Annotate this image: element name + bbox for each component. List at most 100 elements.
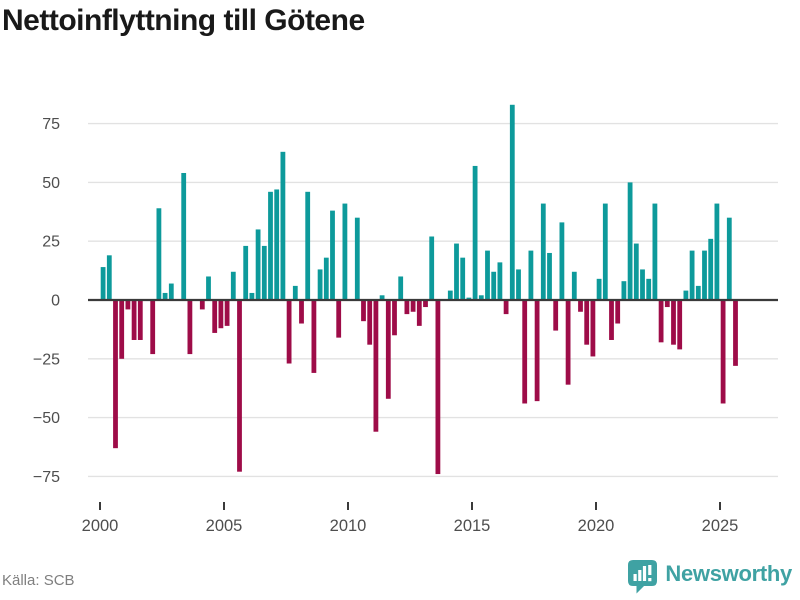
bar xyxy=(137,300,143,340)
bar xyxy=(460,257,466,300)
bar xyxy=(677,300,683,350)
bar xyxy=(336,300,342,338)
bar xyxy=(317,269,323,300)
y-tick-label: 75 xyxy=(42,116,60,133)
bar xyxy=(119,300,125,359)
bar xyxy=(125,300,131,310)
x-tick-label: 2015 xyxy=(454,517,491,535)
bar xyxy=(578,300,583,312)
y-tick-label: 50 xyxy=(42,175,60,192)
bar xyxy=(243,245,249,300)
bar xyxy=(392,300,397,336)
newsworthy-logo: Newsworthy xyxy=(628,560,792,594)
x-tick-label: 2000 xyxy=(82,517,119,535)
bar xyxy=(497,262,503,300)
bar xyxy=(311,300,317,373)
bar xyxy=(224,300,230,326)
bar xyxy=(702,250,707,300)
bar xyxy=(534,300,540,402)
bar xyxy=(708,238,714,300)
bar xyxy=(286,300,292,364)
bar xyxy=(509,104,515,300)
bar xyxy=(230,271,236,300)
bar xyxy=(726,217,732,300)
bar xyxy=(602,203,608,300)
x-tick-label: 2020 xyxy=(578,517,615,535)
bar xyxy=(478,295,484,300)
bar xyxy=(367,300,373,345)
bar xyxy=(540,203,546,300)
bar xyxy=(720,300,726,404)
bar xyxy=(466,297,472,300)
bar xyxy=(559,222,565,300)
bar xyxy=(615,300,621,324)
x-tick-label: 2010 xyxy=(330,517,367,535)
bar xyxy=(522,300,528,404)
bar xyxy=(423,300,428,308)
bar xyxy=(199,300,205,310)
bar xyxy=(150,300,156,355)
x-tick-label: 2005 xyxy=(206,517,243,535)
bar xyxy=(373,300,379,432)
bar xyxy=(733,300,738,366)
newsworthy-logo-icon xyxy=(628,560,658,594)
y-tick-label: 25 xyxy=(42,234,60,251)
bar xyxy=(454,243,459,300)
bar xyxy=(485,250,490,300)
bar xyxy=(652,203,658,300)
bar xyxy=(429,236,435,300)
bar xyxy=(268,191,273,300)
bar xyxy=(565,300,571,385)
bar xyxy=(323,257,329,300)
bar xyxy=(714,203,720,300)
bar xyxy=(100,267,106,300)
bar xyxy=(218,300,224,329)
bar xyxy=(584,300,590,345)
bar xyxy=(342,203,348,300)
bar xyxy=(280,151,286,300)
bar xyxy=(113,300,118,449)
source-label: Källa: SCB xyxy=(2,572,75,589)
bar xyxy=(206,276,211,300)
y-tick-label: −75 xyxy=(33,469,60,486)
bar xyxy=(609,300,614,340)
bar xyxy=(658,300,664,343)
bar xyxy=(571,271,577,300)
bar xyxy=(689,250,695,300)
y-tick-label: −50 xyxy=(33,410,60,427)
bar xyxy=(261,245,267,300)
bar xyxy=(553,300,559,331)
bar xyxy=(472,165,478,300)
bar xyxy=(106,255,112,300)
bar xyxy=(237,300,242,472)
bar xyxy=(181,172,187,300)
bar xyxy=(398,276,404,300)
bar xyxy=(305,191,311,300)
brand-name: Newsworthy xyxy=(665,561,792,586)
bar xyxy=(646,278,652,300)
bar xyxy=(528,250,534,300)
bar xyxy=(404,300,410,315)
bar xyxy=(695,285,701,300)
bar xyxy=(416,300,422,326)
bar xyxy=(435,300,441,475)
bar xyxy=(633,243,639,300)
bar xyxy=(168,283,174,300)
bar xyxy=(330,210,335,300)
chart-title: Nettoinflyttning till Götene xyxy=(2,4,365,37)
bar xyxy=(187,300,193,355)
bar xyxy=(292,285,298,300)
bar xyxy=(274,189,280,300)
bar xyxy=(621,281,627,300)
y-tick-label: 0 xyxy=(51,293,60,310)
bar xyxy=(131,300,137,340)
bar xyxy=(590,300,596,357)
bar xyxy=(361,300,366,322)
bar xyxy=(410,300,416,312)
bar xyxy=(596,278,602,300)
bar xyxy=(354,217,360,300)
bar xyxy=(683,290,689,300)
bar xyxy=(491,271,497,300)
bar xyxy=(503,300,509,315)
